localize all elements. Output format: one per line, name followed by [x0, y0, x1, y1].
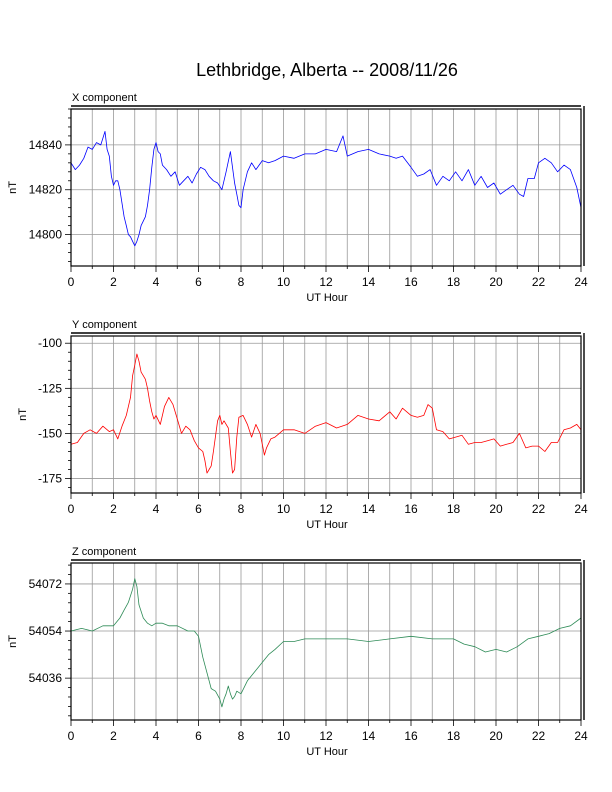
panel-2-xtick-label: 4 [153, 502, 160, 516]
panel-1-xtick-label: 20 [489, 275, 503, 289]
panel-2-xtick-label: 0 [68, 502, 75, 516]
panel-3-xtick-label: 22 [532, 729, 546, 743]
panel-2-xtick-label: 12 [319, 502, 333, 516]
panel-1-xtick-label: 4 [153, 275, 160, 289]
panel-2-xtick-label: 10 [277, 502, 291, 516]
panel-1-xtick-label: 16 [404, 275, 418, 289]
panel-2-title: Y component [72, 319, 137, 331]
panel-2-ytick-label: -100 [38, 336, 62, 350]
panel-1-xtick-label: 10 [277, 275, 291, 289]
panel-3-ytick-label: 54054 [29, 624, 63, 638]
panel-3-xtick-label: 18 [447, 729, 461, 743]
panel-2-xtick-label: 22 [532, 502, 546, 516]
panel-2-xtick-label: 18 [447, 502, 461, 516]
panel-2-xtick-label: 8 [238, 502, 245, 516]
panel-3-xtick-label: 14 [362, 729, 376, 743]
panel-2-xtick-label: 6 [195, 502, 202, 516]
panel-3-ylabel: nT [7, 635, 19, 648]
panel-1-xtick-label: 12 [319, 275, 333, 289]
panel-2-xtick-label: 16 [404, 502, 418, 516]
panel-3-ytick-label: 54036 [29, 671, 63, 685]
panel-3-xtick-label: 24 [574, 729, 588, 743]
panel-3-xtick-label: 20 [489, 729, 503, 743]
panel-2-frame [70, 335, 582, 494]
panel-2-series-line [70, 353, 582, 474]
panel-3-frame [70, 562, 582, 721]
panel-1-ytick-label: 14800 [29, 228, 63, 242]
panel-1-ytick-label: 14840 [29, 138, 63, 152]
panel-1-ytick-label: 14820 [29, 183, 63, 197]
panel-3-series-line [70, 578, 582, 708]
panel-1-xtick-label: 14 [362, 275, 376, 289]
panel-2-xtick-label: 14 [362, 502, 376, 516]
panel-1-title: X component [72, 92, 137, 104]
panel-2-ytick-label: -150 [38, 426, 62, 440]
panel-3-ytick-label: 54072 [29, 577, 63, 591]
panel-3-xtick-label: 4 [153, 729, 160, 743]
panel-3-xtick-label: 2 [110, 729, 117, 743]
panel-1-xtick-label: 2 [110, 275, 117, 289]
panel-1-series-line [70, 131, 582, 247]
panel-2-ylabel: nT [17, 408, 29, 421]
panel-2-xtick-label: 20 [489, 502, 503, 516]
panel-3-xtick-label: 10 [277, 729, 291, 743]
panel-1-xtick-label: 6 [195, 275, 202, 289]
panel-1-xtick-label: 24 [574, 275, 588, 289]
panel-1-xtick-label: 8 [238, 275, 245, 289]
panel-2-xlabel: UT Hour [306, 519, 348, 531]
panel-1-xtick-label: 22 [532, 275, 546, 289]
panel-1-xtick-label: 0 [68, 275, 75, 289]
panel-3-xtick-label: 12 [319, 729, 333, 743]
panel-1-ylabel: nT [7, 181, 19, 194]
panel-3-xtick-label: 0 [68, 729, 75, 743]
panel-2-xtick-label: 24 [574, 502, 588, 516]
panel-2-ytick-label: -175 [38, 472, 62, 486]
panel-1-frame [70, 108, 582, 267]
panel-3-title: Z component [72, 546, 136, 558]
panel-2-xtick-label: 2 [110, 502, 117, 516]
panel-3-xlabel: UT Hour [306, 746, 348, 758]
panel-2-ytick-label: -125 [38, 381, 62, 395]
panel-3-xtick-label: 16 [404, 729, 418, 743]
panel-3-xtick-label: 6 [195, 729, 202, 743]
panel-1-xlabel: UT Hour [306, 292, 348, 304]
chart-title: Lethbridge, Alberta -- 2008/11/26 [196, 60, 458, 80]
panel-1-xtick-label: 18 [447, 275, 461, 289]
panel-3-xtick-label: 8 [238, 729, 245, 743]
